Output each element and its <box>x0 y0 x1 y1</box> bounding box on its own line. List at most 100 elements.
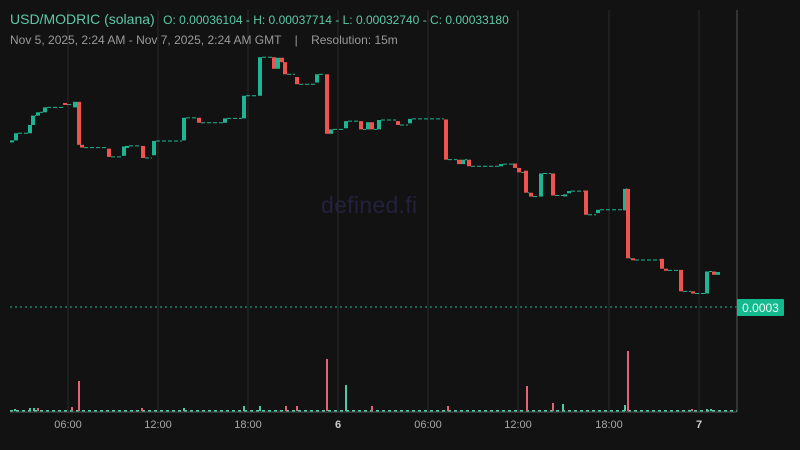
candlestick-series <box>10 56 720 295</box>
volume-bar <box>14 409 16 411</box>
time-axis-label: 12:00 <box>504 419 532 431</box>
time-axis-label: 12:00 <box>144 419 172 431</box>
candle <box>77 101 81 145</box>
candle <box>716 272 720 275</box>
candle <box>80 144 84 148</box>
candle <box>141 145 145 159</box>
candle <box>63 102 67 105</box>
volume-bar <box>624 405 626 411</box>
watermark: defined.fi <box>321 192 418 218</box>
candle <box>551 173 555 196</box>
volume-bar <box>706 409 708 411</box>
candle <box>107 148 111 157</box>
volume-bar <box>562 404 564 411</box>
candle <box>712 271 716 275</box>
time-axis-label: 18:00 <box>234 419 262 431</box>
candle <box>344 121 348 129</box>
candle <box>370 122 374 130</box>
candle <box>325 74 329 134</box>
candle <box>43 107 47 113</box>
candle <box>366 122 370 130</box>
candle <box>563 194 567 197</box>
candle <box>499 164 503 167</box>
candle <box>329 129 333 134</box>
candle <box>396 121 400 125</box>
candle <box>539 173 543 197</box>
time-axis-label: 6 <box>334 419 342 431</box>
volume-bar <box>243 406 245 411</box>
candle <box>623 188 627 211</box>
volume-bar <box>296 406 298 411</box>
candle <box>517 167 521 173</box>
candle <box>705 271 709 294</box>
candle <box>36 112 40 116</box>
volume-bar <box>259 406 261 411</box>
candle <box>679 269 683 292</box>
volume-bar <box>710 409 712 411</box>
candle <box>461 159 465 165</box>
candle <box>524 170 528 193</box>
date-range: Nov 5, 2025, 2:24 AM - Nov 7, 2025, 2:24… <box>10 33 282 47</box>
ohlc-values: O: 0.00036104 - H: 0.00037714 - L: 0.000… <box>163 13 509 27</box>
candle <box>567 191 571 194</box>
grid-lines <box>67 10 700 412</box>
candle <box>626 188 630 259</box>
candle <box>152 140 156 156</box>
volume-bar <box>29 408 31 411</box>
candle <box>584 190 588 215</box>
candle <box>73 101 77 108</box>
candle <box>377 120 381 130</box>
volume-bar <box>141 408 143 411</box>
candle <box>272 57 276 69</box>
candle <box>359 121 363 130</box>
pair-title: USD/MODRIC (solana) <box>10 11 155 27</box>
volume-series <box>10 351 737 412</box>
volume-bar <box>371 406 373 411</box>
volume-bar <box>37 408 39 411</box>
candle <box>197 117 201 123</box>
volume-bar <box>552 403 554 411</box>
ohlc-legend: USD/MODRIC (solana) O: 0.00036104 - H: 0… <box>10 11 509 29</box>
candle <box>28 124 32 134</box>
candle <box>596 209 600 214</box>
candle <box>283 62 287 75</box>
candle <box>315 74 319 83</box>
candle <box>529 192 533 197</box>
time-axis-label: 18:00 <box>595 419 623 431</box>
candle <box>223 118 227 123</box>
volume-bar <box>345 385 347 411</box>
volume-bar <box>627 351 629 411</box>
time-axis-label: 06:00 <box>54 419 82 431</box>
candle <box>258 57 262 96</box>
resolution: Resolution: 15m <box>311 33 398 47</box>
time-axis-label: 7 <box>695 419 703 431</box>
candle <box>467 159 471 167</box>
candle <box>31 115 35 125</box>
separator: | <box>294 33 298 47</box>
candle <box>444 119 448 160</box>
candle <box>457 159 461 165</box>
candle <box>182 117 186 141</box>
volume-bar <box>526 386 528 411</box>
candle <box>631 258 635 261</box>
time-axis-label: 06:00 <box>414 419 442 431</box>
candle <box>14 133 18 141</box>
candle <box>513 163 517 168</box>
candle <box>10 140 14 143</box>
candle <box>691 291 695 294</box>
candle <box>276 57 280 69</box>
candle <box>242 95 246 119</box>
volume-bar <box>33 408 35 411</box>
candle <box>280 57 284 63</box>
chart-subtitle: Nov 5, 2025, 2:24 AM - Nov 7, 2025, 2:24… <box>10 33 398 47</box>
last-price-tag: 0.0003 <box>737 299 784 316</box>
volume-bar <box>183 408 185 411</box>
candle <box>664 268 668 271</box>
candle <box>660 258 664 269</box>
candle <box>122 146 126 156</box>
volume-bar <box>326 359 328 411</box>
candle <box>295 77 299 85</box>
volume-bar <box>285 406 287 411</box>
volume-bar <box>691 409 693 411</box>
